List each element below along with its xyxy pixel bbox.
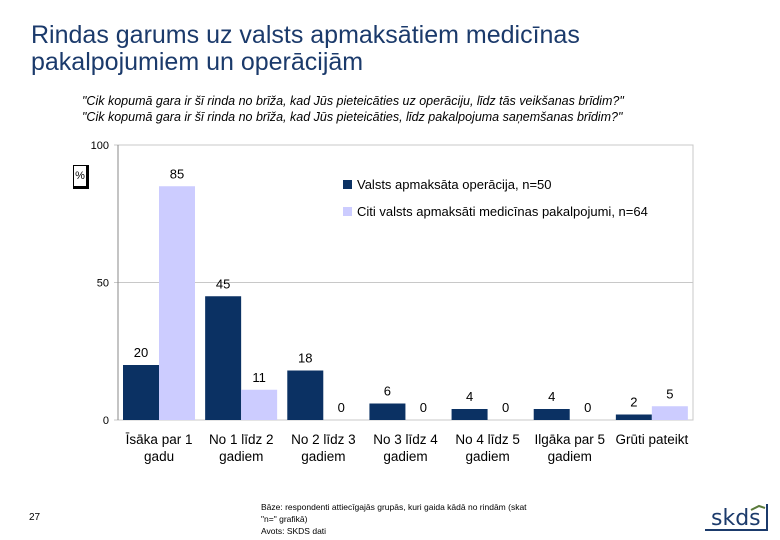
x-tick-label-3: No 3 līdz 4 bbox=[373, 432, 438, 447]
footnote-base-line1: Bāze: respondenti attiecīgajās grupās, k… bbox=[261, 502, 527, 512]
question-operation: "Cik kopumā gara ir šī rinda no brīža, k… bbox=[82, 94, 624, 108]
bar-s1-1 bbox=[205, 296, 242, 420]
footnote-source: Avots: SKDS dati bbox=[261, 526, 327, 536]
data-label-s2-6: 5 bbox=[666, 386, 673, 401]
x-tick-label-3: gadiem bbox=[383, 449, 427, 464]
data-label-s2-1: 11 bbox=[252, 370, 266, 385]
bar-s2-6 bbox=[651, 406, 688, 420]
unit-label: % bbox=[73, 165, 89, 189]
footnote: Bāze: respondenti attiecīgajās grupās, k… bbox=[261, 501, 591, 537]
bar-s1-3 bbox=[369, 403, 406, 420]
question-services: "Cik kopumā gara ir šī rinda no brīža, k… bbox=[82, 110, 623, 124]
legend-label-2: Citi valsts apmaksāti medicīnas pakalpoj… bbox=[357, 204, 648, 219]
data-label-s1-1: 45 bbox=[216, 276, 230, 291]
x-tick-label-0: gadu bbox=[144, 449, 174, 464]
x-tick-label-1: No 1 līdz 2 bbox=[209, 432, 274, 447]
data-label-s1-0: 20 bbox=[134, 345, 148, 360]
logo-text: skds bbox=[711, 506, 761, 531]
x-tick-label-4: No 4 līdz 5 bbox=[455, 432, 520, 447]
x-tick-label-5: gadiem bbox=[548, 449, 592, 464]
data-label-s2-4: 0 bbox=[502, 400, 509, 415]
bar-s2-0 bbox=[159, 186, 195, 420]
x-tick-label-4: gadiem bbox=[466, 449, 510, 464]
data-label-s1-2: 18 bbox=[298, 351, 312, 366]
bar-s1-5 bbox=[533, 409, 570, 420]
x-tick-label-0: Īsāka par 1 bbox=[126, 432, 193, 447]
y-tick-label: 0 bbox=[103, 415, 109, 427]
data-label-s1-3: 6 bbox=[384, 384, 391, 399]
legend-label-1: Valsts apmaksāta operācija, n=50 bbox=[357, 177, 552, 192]
data-label-s2-5: 0 bbox=[584, 400, 591, 415]
bar-s1-6 bbox=[615, 414, 652, 420]
x-tick-label-1: gadiem bbox=[219, 449, 263, 464]
x-tick-label-6: Grūti pateikt bbox=[616, 432, 689, 447]
data-label-s1-6: 2 bbox=[630, 395, 637, 410]
y-tick-label: 50 bbox=[97, 278, 109, 290]
logo-graphic bbox=[705, 504, 768, 531]
y-tick-label: 100 bbox=[91, 140, 109, 152]
page-number: 27 bbox=[29, 512, 41, 523]
x-tick-label-2: gadiem bbox=[301, 449, 345, 464]
skds-logo: skds bbox=[703, 502, 769, 532]
bar-s1-4 bbox=[451, 409, 488, 420]
page-title: Rindas garums uz valsts apmaksātiem medi… bbox=[31, 21, 580, 76]
legend-swatch-1 bbox=[343, 180, 352, 189]
data-label-s2-0: 85 bbox=[170, 166, 184, 181]
data-label-s2-2: 0 bbox=[338, 400, 345, 415]
footnote-base-line2: "n=" grafikā) bbox=[261, 514, 308, 524]
data-label-s1-4: 4 bbox=[466, 389, 473, 404]
x-tick-label-5: Ilgāka par 5 bbox=[535, 432, 606, 447]
data-label-s1-5: 4 bbox=[548, 389, 555, 404]
x-tick-label-2: No 2 līdz 3 bbox=[291, 432, 356, 447]
data-label-s2-3: 0 bbox=[420, 400, 427, 415]
legend-swatch-2 bbox=[343, 207, 352, 216]
bar-s1-0 bbox=[123, 365, 159, 420]
bar-s2-1 bbox=[241, 389, 278, 420]
bar-s1-2 bbox=[287, 370, 324, 420]
